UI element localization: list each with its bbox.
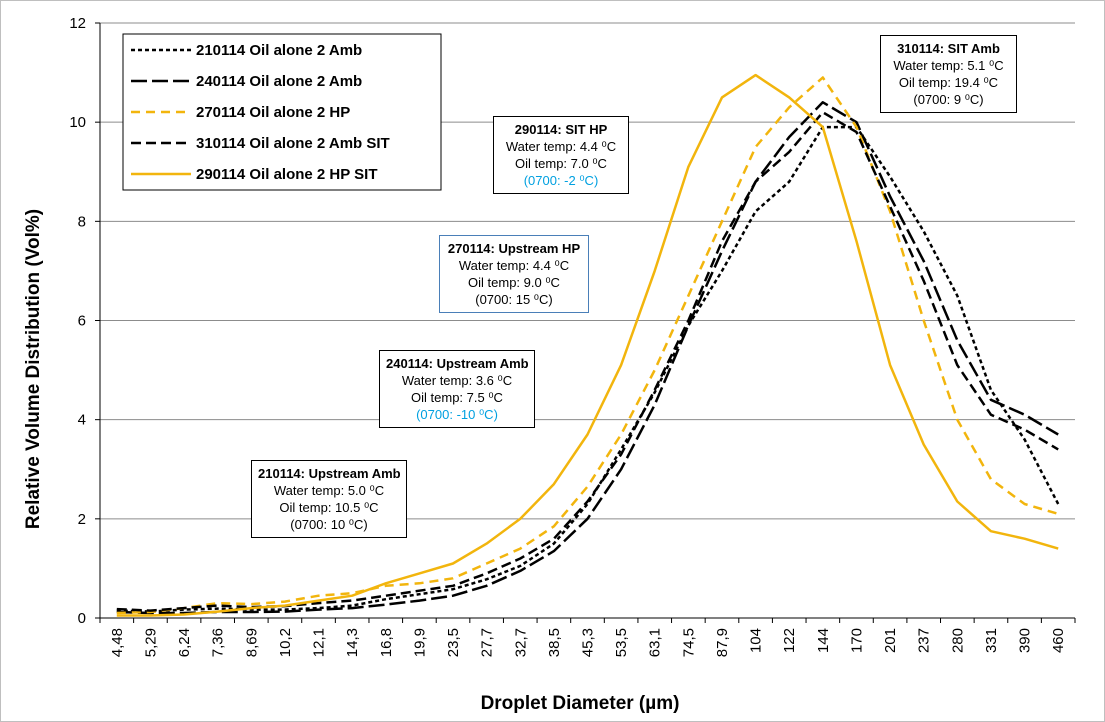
legend-label: 210114 Oil alone 2 Amb (196, 42, 362, 59)
legend-label: 290114 Oil alone 2 HP SIT (196, 166, 378, 183)
x-tick-label: 32,7 (512, 628, 529, 657)
annotation-oil-temp: Oil temp: 19.4 ⁰C (898, 75, 999, 90)
x-tick-label: 10,2 (277, 628, 294, 657)
annotation-0700-temp: (0700: 9 ⁰C) (913, 92, 984, 107)
legend-label: 270114 Oil alone 2 HP (196, 104, 350, 121)
x-axis-title: Droplet Diameter (µm) (481, 693, 680, 714)
x-tick-label: 122 (781, 628, 798, 653)
annotation-title: 290114: SIT HP (514, 122, 608, 137)
x-tick-label: 12,1 (311, 628, 328, 657)
x-tick-label: 170 (848, 628, 865, 653)
annotation-0700-temp: (0700: 10 ⁰C) (290, 517, 368, 532)
y-tick-label: 2 (78, 511, 86, 528)
legend-label: 240114 Oil alone 2 Amb (196, 73, 362, 90)
annotation-water-temp: Water temp: 5.1 ⁰C (893, 58, 1004, 73)
x-tick-label: 8,69 (243, 628, 260, 657)
x-tick-label: 331 (983, 628, 1000, 653)
annotation-water-temp: Water temp: 5.0 ⁰C (273, 483, 385, 498)
x-tick-label: 23,5 (445, 628, 462, 657)
x-tick-label: 280 (949, 628, 966, 653)
x-tick-label: 201 (882, 628, 899, 653)
series-line (116, 76, 1059, 615)
y-tick-label: 12 (69, 15, 86, 32)
annotation-oil-temp: Oil temp: 10.5 ⁰C (279, 500, 379, 515)
x-tick-label: 74,5 (680, 628, 697, 657)
annotation-oil-temp: Oil temp: 7.5 ⁰C (411, 390, 503, 405)
x-tick-label: 38,5 (546, 628, 563, 657)
legend-label: 310114 Oil alone 2 Amb SIT (196, 135, 390, 152)
annotation-0700-temp: (0700: -10 ⁰C) (416, 407, 498, 422)
x-tick-label: 6,24 (176, 628, 193, 657)
series-line (116, 101, 1059, 615)
annotation-0700-temp: (0700: -2 ⁰C) (523, 173, 599, 188)
x-tick-label: 63,1 (647, 628, 664, 657)
x-tick-label: 27,7 (479, 628, 496, 657)
annotation-title: 310114: SIT Amb (897, 41, 1000, 56)
y-tick-label: 10 (69, 114, 86, 131)
y-axis-title: Relative Volume Distribution (Vol%) (23, 209, 44, 529)
annotation-290114: 290114: SIT HP Water temp: 4.4 ⁰C Oil te… (493, 116, 629, 194)
annotation-240114: 240114: Upstream Amb Water temp: 3.6 ⁰C … (379, 350, 535, 428)
x-tick-label: 5,29 (142, 628, 159, 657)
annotation-oil-temp: Oil temp: 7.0 ⁰C (515, 156, 607, 171)
series-line (116, 73, 1059, 617)
x-tick-label: 7,36 (210, 628, 227, 657)
annotation-210114: 210114: Upstream Amb Water temp: 5.0 ⁰C … (251, 460, 407, 538)
annotation-water-temp: Water temp: 4.4 ⁰C (505, 139, 617, 154)
x-tick-label: 19,9 (411, 628, 428, 657)
x-tick-label: 104 (748, 628, 765, 653)
annotation-270114: 270114: Upstream HP Water temp: 4.4 ⁰C O… (439, 235, 589, 313)
x-tick-label: 237 (916, 628, 933, 653)
x-tick-label: 87,9 (714, 628, 731, 657)
annotation-310114: 310114: SIT Amb Water temp: 5.1 ⁰C Oil t… (880, 35, 1017, 113)
x-tick-label: 460 (1050, 628, 1067, 653)
annotation-title: 270114: Upstream HP (447, 241, 581, 256)
y-tick-label: 0 (78, 610, 86, 627)
annotation-title: 210114: Upstream Amb (258, 466, 401, 481)
annotation-title: 240114: Upstream Amb (386, 356, 529, 371)
x-tick-label: 45,3 (580, 628, 597, 657)
x-tick-label: 144 (815, 628, 832, 653)
x-tick-label: 53,5 (613, 628, 630, 657)
series-line (116, 125, 1060, 613)
annotation-oil-temp: Oil temp: 9.0 ⁰C (468, 275, 560, 290)
x-tick-label: 14,3 (344, 628, 361, 657)
legend: 210114 Oil alone 2 Amb 240114 Oil alone 2… (122, 33, 442, 191)
x-tick-label: 16,8 (378, 628, 395, 657)
x-tick-label: 4,48 (109, 628, 126, 657)
y-tick-label: 4 (78, 412, 86, 429)
y-tick-label: 6 (78, 313, 86, 330)
x-tick-label: 390 (1017, 628, 1034, 653)
annotation-water-temp: Water temp: 3.6 ⁰C (401, 373, 513, 388)
y-tick-label: 8 (78, 213, 86, 230)
annotation-0700-temp: (0700: 15 ⁰C) (475, 292, 553, 307)
annotation-water-temp: Water temp: 4.4 ⁰C (458, 258, 570, 273)
